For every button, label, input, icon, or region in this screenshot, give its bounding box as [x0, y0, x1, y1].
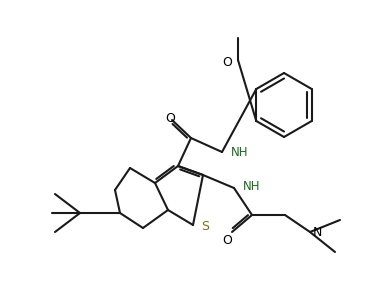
Text: N: N	[313, 226, 323, 239]
Text: O: O	[222, 233, 232, 246]
Text: S: S	[201, 220, 209, 233]
Text: NH: NH	[231, 146, 248, 159]
Text: O: O	[165, 111, 175, 124]
Text: O: O	[222, 56, 232, 69]
Text: NH: NH	[243, 181, 261, 194]
